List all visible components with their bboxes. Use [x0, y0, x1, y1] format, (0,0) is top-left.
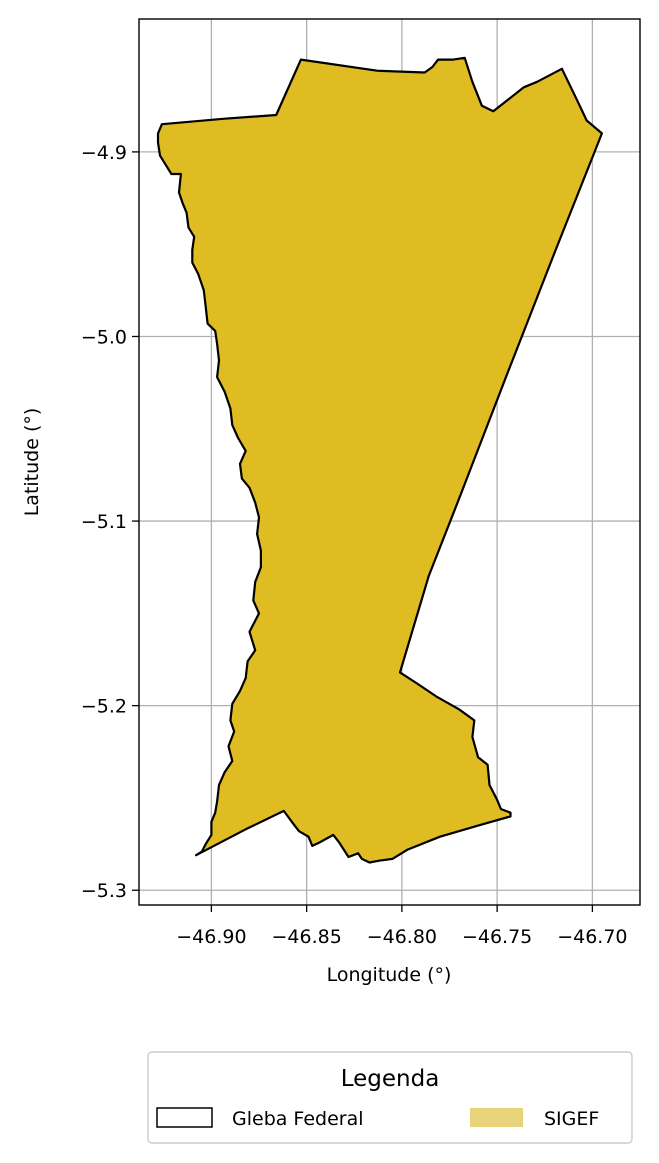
y-tick-label: −5.2 [81, 696, 127, 718]
legend: Legenda Gleba Federal SIGEF [147, 1051, 633, 1144]
legend-label-gleba-federal: Gleba Federal [232, 1108, 364, 1130]
legend-title: Legenda [341, 1066, 440, 1092]
plot-frame [138, 18, 641, 906]
y-tick-label: −5.3 [81, 880, 127, 902]
y-tick-label: −4.9 [81, 142, 127, 164]
axis-ticks: −46.90 −46.85 −46.80 −46.75 −46.70 −4.9 −5.0 −5… [81, 142, 628, 948]
polygon-layer [156, 56, 604, 864]
sigef-gleba-polygon [156, 56, 604, 864]
y-axis-title: Latitude (°) [21, 408, 43, 517]
x-tick-label: −46.75 [462, 926, 532, 948]
x-tick-label: −46.85 [271, 926, 341, 948]
legend-swatch-sigef [470, 1108, 523, 1127]
y-tick-label: −5.0 [81, 326, 127, 348]
x-tick-label: −46.70 [557, 926, 627, 948]
x-tick-label: −46.90 [176, 926, 246, 948]
legend-swatch-gleba-federal [156, 1107, 213, 1128]
legend-label-sigef: SIGEF [544, 1108, 599, 1130]
x-axis-title: Longitude (°) [327, 964, 452, 986]
y-tick-label: −5.1 [81, 511, 127, 533]
x-tick-label: −46.80 [367, 926, 437, 948]
